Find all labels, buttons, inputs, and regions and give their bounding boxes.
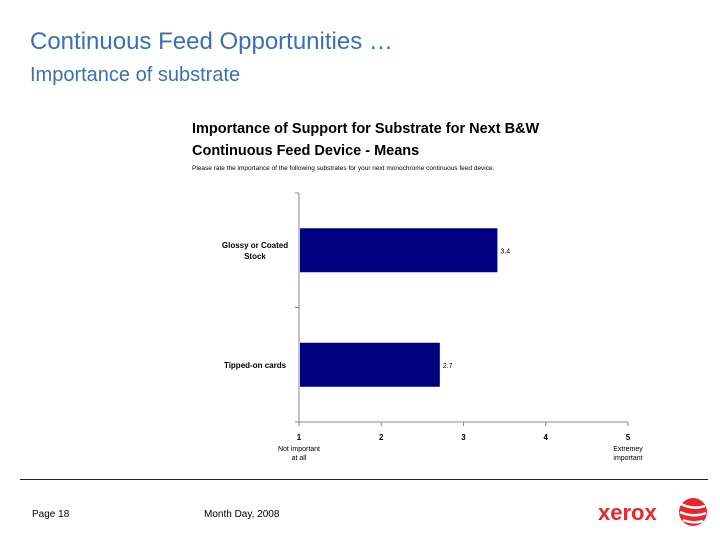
chart-title-line2: Continuous Feed Device - Means [192, 143, 419, 159]
x-high-anchor-label: Extremey [613, 446, 643, 453]
x-low-anchor-label: at all [292, 455, 307, 462]
x-low-anchor-label: Not important [278, 446, 320, 453]
chart-subtitle: Please rate the importance of the follow… [192, 165, 495, 172]
category-label: Stock [244, 252, 266, 261]
bar-value-label: 2.7 [443, 363, 453, 370]
category-label: Glossy or Coated [222, 241, 288, 250]
x-high-anchor-label: important [613, 455, 642, 462]
bar [300, 342, 440, 387]
slide-subtitle: Importance of substrate [30, 64, 241, 86]
x-tick-label: 1 [297, 433, 302, 442]
footer-date: Month Day, 2008 [204, 509, 280, 520]
slide-title: Continuous Feed Opportunities … [30, 28, 393, 55]
bar [300, 228, 498, 273]
logo-wordmark: xerox [598, 500, 657, 525]
x-tick-label: 5 [626, 433, 631, 442]
xerox-sphere-icon [679, 498, 707, 526]
x-tick-label: 3 [461, 433, 466, 442]
category-label: Tipped-on cards [224, 361, 287, 370]
footer-divider [20, 479, 708, 480]
chart-title-line1: Importance of Support for Substrate for … [192, 121, 540, 137]
x-tick-label: 2 [379, 433, 384, 442]
x-tick-label: 4 [544, 433, 549, 442]
page-number: Page 18 [32, 509, 70, 520]
bar-value-label: 3.4 [500, 248, 510, 255]
bar-chart: Importance of Support for Substrate for … [192, 121, 643, 462]
plot-area: 1 2 3 4 5 Not important at all Extremey importan… [222, 192, 643, 462]
xerox-logo: xerox [598, 498, 707, 526]
